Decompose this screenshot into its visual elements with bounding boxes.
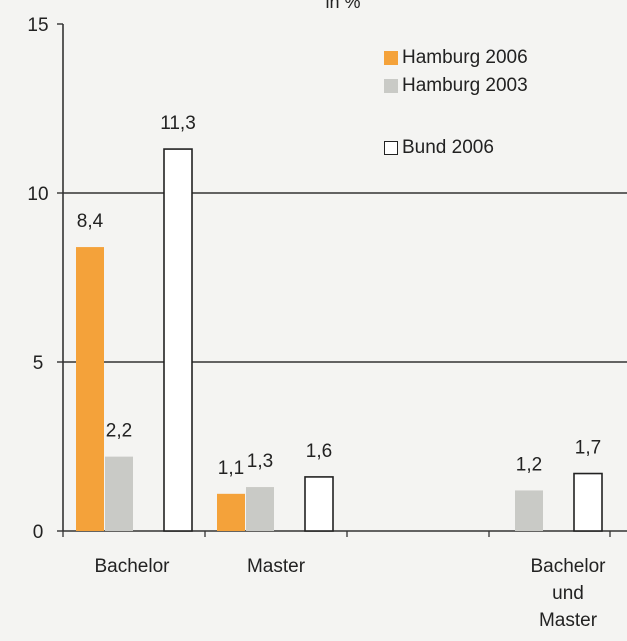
y-tick-label: 10 <box>27 184 48 205</box>
legend: Hamburg 2006 Hamburg 2003 Bund 2006 <box>384 44 528 162</box>
x-category-label: und <box>552 583 584 604</box>
legend-label-hamburg-2006: Hamburg 2006 <box>402 47 528 68</box>
data-label: 1,6 <box>306 441 332 462</box>
legend-item-hamburg-2003: Hamburg 2003 <box>384 72 528 100</box>
data-label: 1,7 <box>575 438 601 459</box>
legend-swatch-bund-2006 <box>384 141 398 155</box>
legend-swatch-hamburg-2003 <box>384 79 398 93</box>
x-category-label: Bachelor <box>95 556 171 577</box>
bar-hamburg-2003 <box>515 490 543 531</box>
legend-item-bund-2006: Bund 2006 <box>384 134 528 162</box>
gridlines <box>63 192 627 363</box>
chart-title: in % <box>325 0 360 12</box>
x-category-label: Master <box>247 556 306 577</box>
bar-bund-2006 <box>163 148 193 532</box>
x-category-label: Bachelor <box>531 556 607 577</box>
x-category-label: Master <box>539 610 598 631</box>
bar-hamburg-2003 <box>105 456 133 531</box>
legend-item-hamburg-2006: Hamburg 2006 <box>384 44 528 72</box>
y-tick-labels: 0 5 10 15 <box>27 15 48 543</box>
bar-hamburg-2006 <box>217 493 245 531</box>
legend-label-hamburg-2003: Hamburg 2003 <box>402 75 528 96</box>
legend-swatch-hamburg-2006 <box>384 51 398 65</box>
data-labels: 8,4 1,1 2,2 1,3 1,2 11,3 1,6 1,7 <box>77 113 601 479</box>
data-label: 11,3 <box>160 113 196 134</box>
y-tick-label: 5 <box>33 353 44 374</box>
data-label: 2,2 <box>106 421 132 442</box>
bar-bund-2006 <box>304 476 334 532</box>
bar-hamburg-2006 <box>76 247 104 531</box>
data-label: 1,3 <box>247 451 273 472</box>
x-tick-labels: Bachelor Master Bachelor und Master <box>95 556 607 631</box>
bar-bund-2006 <box>573 472 603 532</box>
data-label: 1,1 <box>218 458 244 479</box>
y-tick-label: 0 <box>33 522 44 543</box>
bar-hamburg-2003 <box>246 487 274 531</box>
data-label: 1,2 <box>516 454 542 475</box>
legend-label-bund-2006: Bund 2006 <box>402 137 494 158</box>
y-tick-label: 15 <box>27 15 48 36</box>
data-label: 8,4 <box>77 211 104 232</box>
bars <box>76 148 603 532</box>
